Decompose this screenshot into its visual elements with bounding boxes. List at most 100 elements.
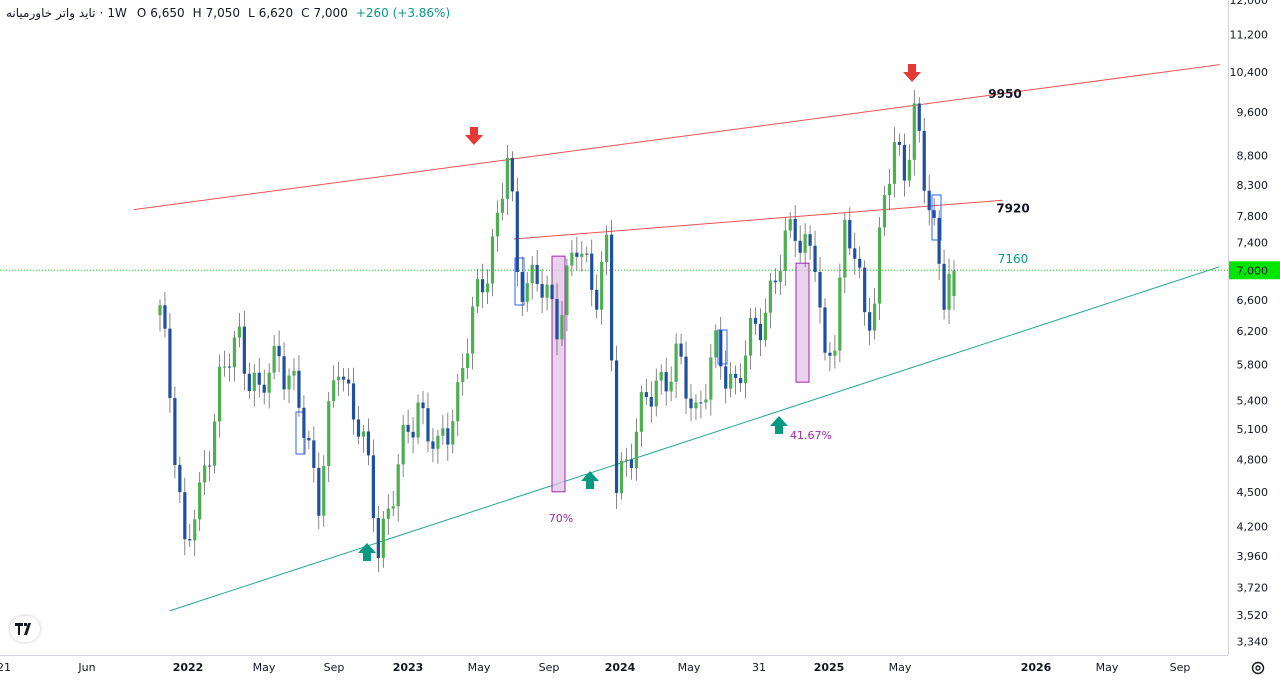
candle-body[interactable] [873,303,877,331]
candle-body[interactable] [932,210,936,218]
candle-body[interactable] [173,398,177,465]
candle-body[interactable] [609,234,614,361]
candle-body[interactable] [361,431,366,437]
candle-body[interactable] [739,378,743,384]
candle-body[interactable] [188,539,192,541]
candle-body[interactable] [629,459,634,469]
candle-body[interactable] [292,370,296,376]
candle-body[interactable] [391,506,395,509]
candle-body[interactable] [798,240,802,253]
candle-body[interactable] [351,383,356,420]
candle-body[interactable] [346,379,351,384]
candle-body[interactable] [287,375,291,390]
candle-body[interactable] [495,212,500,237]
candle-body[interactable] [897,142,902,145]
candle-body[interactable] [178,464,182,493]
candle-body[interactable] [267,372,271,393]
candle-body[interactable] [212,421,217,466]
candle-body[interactable] [426,408,430,442]
candle-body[interactable] [327,401,331,467]
candle-body[interactable] [565,265,569,316]
candle-body[interactable] [317,467,321,516]
candle-body[interactable] [282,356,286,390]
order-block[interactable] [931,194,942,241]
candle-body[interactable] [570,252,574,266]
candle-body[interactable] [227,366,232,368]
candle-body[interactable] [585,253,589,255]
candle-body[interactable] [168,328,172,399]
candle-body[interactable] [312,440,316,468]
candle-body[interactable] [198,482,202,520]
candle-body[interactable] [783,230,787,271]
candle-body[interactable] [183,492,187,540]
candle-body[interactable] [828,352,832,356]
candle-body[interactable] [877,227,882,304]
candle-body[interactable] [803,234,807,253]
candle-body[interactable] [788,218,792,231]
candle-body[interactable] [401,424,405,465]
candle-body[interactable] [848,219,852,249]
candle-body[interactable] [163,305,167,329]
candle-body[interactable] [644,392,648,398]
candle-body[interactable] [342,376,346,380]
candle-body[interactable] [724,366,728,389]
candle-body[interactable] [734,373,738,379]
candle-body[interactable] [907,159,911,181]
candle-body[interactable] [942,263,946,310]
candle-body[interactable] [550,284,554,300]
candle-body[interactable] [704,399,708,403]
candle-body[interactable] [952,270,956,296]
candle-body[interactable] [451,421,455,445]
candle-body[interactable] [222,366,227,368]
candle-body[interactable] [892,142,897,184]
candle-body[interactable] [322,466,326,516]
candle-body[interactable] [937,217,941,264]
candle-body[interactable] [624,459,629,461]
candle-body[interactable] [381,518,385,558]
candle-body[interactable] [416,402,420,438]
candle-body[interactable] [406,424,410,432]
candle-body[interactable] [575,252,579,257]
candle-body[interactable] [882,195,887,228]
candle-body[interactable] [297,370,301,408]
candle-body[interactable] [356,419,361,437]
candle-body[interactable] [838,277,842,351]
candle-body[interactable] [461,367,465,383]
candle-body[interactable] [619,460,624,493]
candle-body[interactable] [947,273,951,310]
candle-body[interactable] [366,431,371,456]
candle-body[interactable] [808,234,812,246]
candle-body[interactable] [500,198,505,213]
candle-body[interactable] [729,373,733,389]
candle-body[interactable] [505,157,509,199]
candle-body[interactable] [262,384,266,393]
candle-body[interactable] [421,402,425,409]
candle-body[interactable] [590,253,594,290]
candle-body[interactable] [545,284,549,298]
candle-body[interactable] [560,315,564,340]
candle-body[interactable] [758,323,763,341]
candle-body[interactable] [699,402,703,404]
candle-body[interactable] [887,183,892,196]
candle-body[interactable] [902,144,906,181]
candle-body[interactable] [580,253,584,257]
gear-icon[interactable] [1250,660,1266,676]
candle-body[interactable] [277,345,281,357]
candle-body[interactable] [476,279,480,307]
candle-body[interactable] [818,271,822,308]
candle-body[interactable] [813,245,817,272]
candle-body[interactable] [600,261,604,310]
candle-body[interactable] [480,279,485,293]
measure-box[interactable] [795,262,810,383]
candle-body[interactable] [371,455,375,519]
candle-body[interactable] [490,236,495,284]
candle-body[interactable] [595,289,599,310]
candle-body[interactable] [679,343,683,357]
candle-body[interactable] [252,372,256,392]
candle-body[interactable] [674,343,678,382]
candle-body[interactable] [530,264,534,284]
candle-body[interactable] [694,402,698,409]
candle-body[interactable] [436,435,440,449]
candle-body[interactable] [376,518,380,558]
